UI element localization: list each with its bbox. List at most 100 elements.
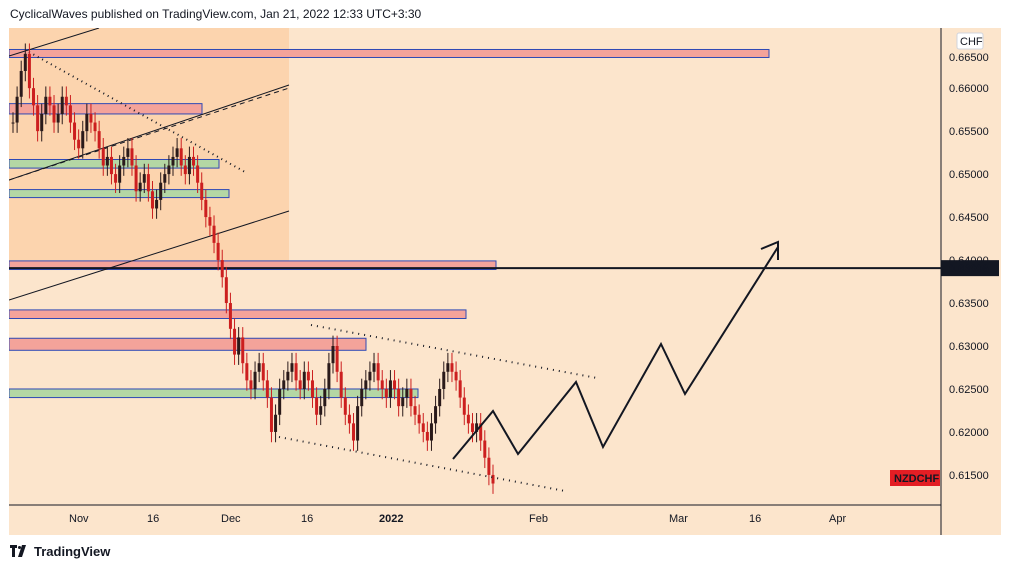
candle-body xyxy=(241,337,245,364)
candle-body xyxy=(134,165,138,192)
candle-body xyxy=(393,380,397,389)
price-tick-label: 0.66500 xyxy=(949,52,989,64)
candle-body xyxy=(138,182,142,192)
support-zone xyxy=(9,158,220,169)
price-tick-label: 0.63000 xyxy=(949,341,989,353)
shaded-time-region xyxy=(9,28,289,269)
candle-body xyxy=(347,414,351,424)
candle-body xyxy=(163,174,167,183)
candle-body xyxy=(446,363,450,372)
candle-body xyxy=(68,105,72,123)
candle-body xyxy=(233,328,237,355)
candle-body xyxy=(48,96,52,106)
candle-body xyxy=(196,165,200,183)
price-tick-label: 0.64500 xyxy=(949,212,989,224)
candle-body xyxy=(327,363,331,389)
candle-body xyxy=(44,96,48,114)
candle-body xyxy=(73,122,77,140)
candle-body xyxy=(360,388,364,407)
candle-body xyxy=(146,174,150,192)
wedge-upper-line xyxy=(310,324,598,379)
candle-body xyxy=(105,156,109,166)
time-tick-label: Apr xyxy=(829,513,846,525)
candle-body xyxy=(425,431,429,441)
candle-body xyxy=(409,388,413,407)
candle-body xyxy=(376,363,380,381)
price-tick-label: 0.62500 xyxy=(949,384,989,396)
candle-body xyxy=(179,148,183,166)
currency-badge xyxy=(956,32,984,50)
support-zone xyxy=(9,189,230,199)
candle-body xyxy=(458,380,462,398)
candle-body xyxy=(245,363,249,381)
candle-body xyxy=(261,363,265,381)
candle-body xyxy=(462,397,466,415)
time-tick-label: Mar xyxy=(669,513,688,525)
candle-body xyxy=(450,363,454,372)
candle-body xyxy=(52,105,56,123)
resistance-zone xyxy=(9,309,467,319)
candle-body xyxy=(306,371,310,381)
price-tick-label: 0.65000 xyxy=(949,169,989,181)
candle-body xyxy=(274,414,278,432)
candle-body xyxy=(466,414,470,424)
candle-body xyxy=(142,174,146,183)
candle-body xyxy=(491,474,495,484)
candle-body xyxy=(60,96,64,114)
candle-body xyxy=(89,113,93,123)
candle-body xyxy=(475,423,479,432)
chart-area[interactable]: 0.660000.655000.650000.645000.640000.635… xyxy=(9,28,1001,535)
resistance-zone xyxy=(9,48,770,58)
candle-body xyxy=(429,423,433,441)
candle-body xyxy=(27,53,31,89)
candle-body xyxy=(368,371,372,381)
candle-body xyxy=(294,363,298,381)
candle-body xyxy=(93,122,97,132)
candle-body xyxy=(155,199,159,209)
time-tick-label: 2022 xyxy=(379,513,403,525)
candle-body xyxy=(249,380,253,389)
price-tick-label: 0.66000 xyxy=(949,83,989,95)
time-tick-label: 16 xyxy=(301,513,313,525)
candle-body xyxy=(483,440,487,458)
tradingview-brand: TradingView xyxy=(34,543,111,559)
candle-body xyxy=(290,363,294,372)
candle-body xyxy=(204,199,208,218)
resistance-zone xyxy=(9,103,203,115)
candle-body xyxy=(237,337,241,355)
candle-body xyxy=(36,105,40,132)
candle-body xyxy=(126,148,130,157)
candle-body xyxy=(208,217,212,226)
candle-body xyxy=(56,113,60,123)
price-chart[interactable]: 0.660000.655000.650000.645000.640000.635… xyxy=(9,28,1001,535)
tradingview-logo-icon xyxy=(10,545,26,557)
footer: TradingView xyxy=(10,542,110,560)
candle-body xyxy=(171,156,175,166)
candle-body xyxy=(159,182,163,200)
candle-body xyxy=(224,277,228,304)
candle-body xyxy=(282,380,286,389)
symbol-label: NZDCHF xyxy=(894,473,939,485)
candle-body xyxy=(130,148,134,166)
candle-body xyxy=(114,174,118,183)
candle-body xyxy=(167,165,171,175)
candle-body xyxy=(364,380,368,389)
candle-body xyxy=(442,371,446,389)
candle-body xyxy=(220,260,224,278)
publication-header: CyclicalWaves published on TradingView.c… xyxy=(10,7,422,21)
resistance-zone xyxy=(9,260,497,271)
price-tick-label: 0.63500 xyxy=(949,298,989,310)
candle-body xyxy=(11,122,15,124)
candle-body xyxy=(343,397,347,415)
candle-body xyxy=(278,388,282,415)
current-price-label: 0.63906 xyxy=(949,263,989,275)
candle-body xyxy=(352,423,356,441)
candle-body xyxy=(19,70,23,97)
candle-body xyxy=(212,225,216,243)
candle-body xyxy=(175,148,179,157)
candle-body xyxy=(356,406,360,441)
symbol-badge xyxy=(890,470,940,486)
candle-body xyxy=(77,139,81,149)
candle-body xyxy=(487,457,491,475)
candle-body xyxy=(315,397,319,415)
